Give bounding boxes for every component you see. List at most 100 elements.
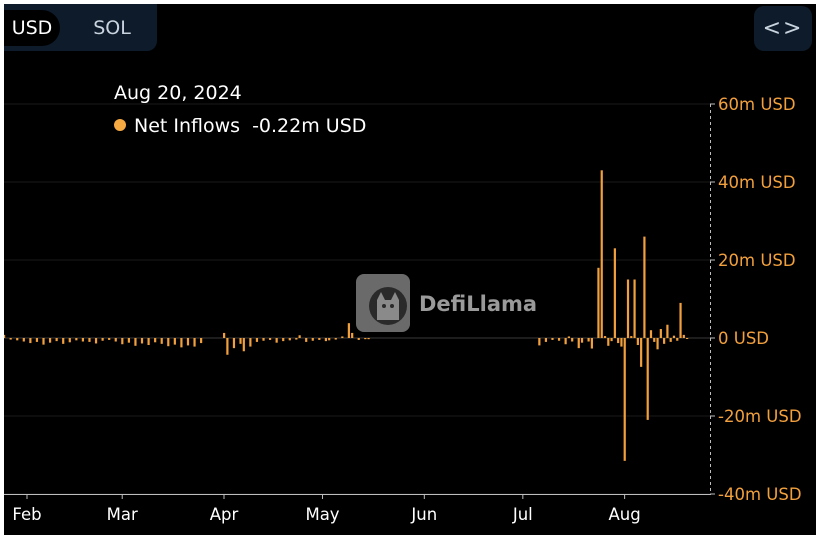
bar <box>646 338 649 420</box>
bar <box>239 338 242 344</box>
bar <box>173 338 176 345</box>
bar <box>200 338 203 344</box>
bar <box>679 302 682 338</box>
bar <box>590 338 593 349</box>
bar <box>633 279 636 338</box>
x-axis-ticks: Feb Mar Apr May Jun Jul Aug <box>12 494 641 524</box>
bar <box>42 338 45 345</box>
bar <box>311 338 314 341</box>
bar <box>364 338 367 340</box>
embed-code-button[interactable]: <> <box>754 6 812 51</box>
bar <box>607 338 610 346</box>
bar <box>295 338 298 340</box>
bar <box>324 338 328 342</box>
bar <box>121 338 124 345</box>
bar <box>597 267 600 338</box>
bar <box>242 338 245 352</box>
x-tick-label: May <box>305 505 339 524</box>
bar <box>643 236 646 338</box>
bar <box>672 335 676 338</box>
bar <box>659 329 662 338</box>
currency-toggle: USD SOL <box>4 4 157 51</box>
bar <box>68 338 71 343</box>
llama-logo-icon <box>356 274 410 332</box>
bar <box>666 324 669 338</box>
bar <box>663 338 666 344</box>
bar <box>630 336 633 338</box>
bar <box>557 338 561 341</box>
bar <box>226 338 229 355</box>
bar <box>636 338 639 346</box>
bar <box>357 338 360 340</box>
bar <box>613 248 616 338</box>
tooltip-row: Net Inflows -0.22m USD <box>114 115 366 137</box>
x-tick-label: Aug <box>609 505 641 524</box>
bar-series-net-inflows <box>4 170 689 461</box>
bar <box>288 338 291 341</box>
code-brackets-icon: <> <box>762 16 804 41</box>
bar <box>81 338 85 342</box>
tooltip-date: Aug 20, 2024 <box>114 82 242 104</box>
bar <box>223 332 226 338</box>
bar <box>55 338 58 342</box>
tooltip-value: -0.22m USD <box>252 115 367 137</box>
bar <box>4 334 6 338</box>
tooltip-series-name: Net Inflows <box>134 115 241 137</box>
net-inflows-chart[interactable]: DefiLlama 60m USD 40m USD 20m USD 0 USD -20m… <box>4 4 816 535</box>
bar <box>538 338 541 346</box>
y-tick-label: 40m USD <box>718 173 796 192</box>
bar <box>298 335 301 338</box>
bar <box>22 338 25 342</box>
y-tick-label: -20m USD <box>718 407 802 426</box>
chart-frame: DefiLlama 60m USD 40m USD 20m USD 0 USD -20m… <box>4 4 816 535</box>
bar <box>94 338 98 344</box>
bar <box>9 338 12 340</box>
bar <box>160 338 163 344</box>
bar <box>656 338 659 350</box>
bar <box>669 338 672 342</box>
bar <box>140 338 144 344</box>
x-tick-label: Apr <box>210 505 239 524</box>
defillama-watermark: DefiLlama <box>356 274 537 332</box>
bar <box>48 338 52 343</box>
bar <box>587 338 590 342</box>
x-tick-label: Jul <box>512 505 533 524</box>
bar <box>686 338 689 339</box>
bar <box>351 332 354 338</box>
bar <box>108 338 111 340</box>
bar <box>88 338 91 342</box>
bar <box>600 170 603 338</box>
y-tick-label: -40m USD <box>718 485 802 504</box>
bar <box>147 338 150 346</box>
bar <box>134 338 137 346</box>
bar <box>154 338 157 343</box>
bar <box>282 338 285 342</box>
bar <box>626 279 630 338</box>
bar <box>347 323 350 338</box>
bar <box>262 338 265 341</box>
bar <box>328 338 331 341</box>
bar <box>255 338 259 342</box>
bar <box>623 338 626 461</box>
bar <box>268 338 272 340</box>
bar <box>617 338 620 344</box>
bar <box>649 330 653 338</box>
bar <box>167 338 170 347</box>
bar <box>75 338 78 341</box>
bar <box>127 338 130 343</box>
usd-toggle-button[interactable]: USD <box>4 10 60 46</box>
bar <box>29 338 32 344</box>
bar <box>620 338 623 347</box>
bar <box>101 338 104 341</box>
bar <box>640 338 643 367</box>
bar <box>16 338 19 341</box>
x-tick-label: Feb <box>12 505 41 524</box>
sol-toggle-button[interactable]: SOL <box>93 17 131 39</box>
series-color-dot-icon <box>114 119 126 131</box>
y-tick-label: 20m USD <box>718 251 796 270</box>
bar <box>603 336 607 338</box>
bar <box>275 338 278 343</box>
bar <box>62 338 65 344</box>
bar <box>232 338 236 349</box>
bar <box>180 338 183 348</box>
